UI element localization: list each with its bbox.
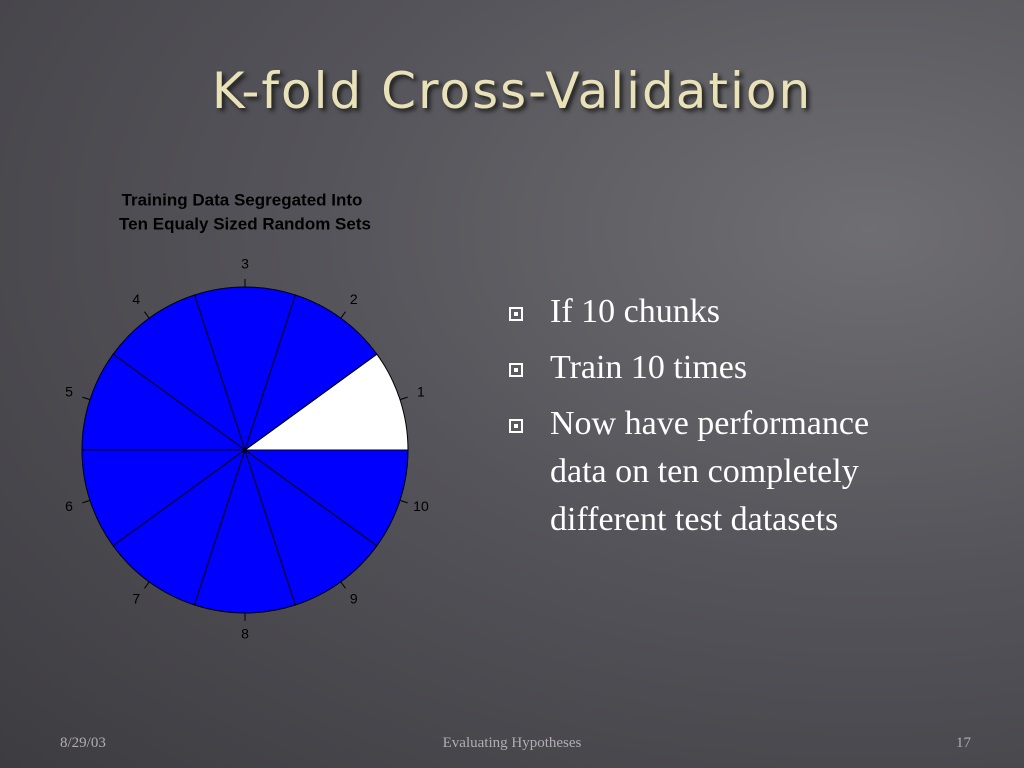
- pie-slice: [112, 294, 246, 452]
- bullet-list: If 10 chunks Train 10 times Now have perfo…: [505, 288, 905, 552]
- pie-slice: [112, 448, 246, 606]
- footer-date: 8/29/03: [60, 735, 106, 751]
- slice-label: 6: [65, 498, 73, 514]
- slide-title: K-fold Cross-Validation: [211, 62, 813, 120]
- chart-title: Ten Equaly Sized Random Sets: [119, 214, 371, 233]
- page-number: 17: [956, 735, 971, 751]
- slice-label: 9: [350, 590, 358, 606]
- bullet-text: Now have performance data on ten complet…: [550, 405, 870, 538]
- bullet-icon: [509, 419, 523, 433]
- label-tick: [340, 581, 346, 589]
- slice-label: 10: [413, 498, 429, 514]
- label-tick: [399, 396, 408, 401]
- bullet-item: Train 10 times: [505, 344, 905, 392]
- label-tick: [82, 499, 91, 504]
- bullet-icon: [509, 307, 523, 321]
- label-tick: [340, 311, 346, 319]
- slice-label: 8: [241, 626, 249, 642]
- bullet-icon: [509, 363, 523, 377]
- label-tick: [82, 396, 91, 401]
- slice-label: 3: [241, 256, 249, 272]
- bullet-item: Now have performance data on ten complet…: [505, 400, 905, 544]
- slice-label: 1: [417, 384, 425, 400]
- pie-slice: [193, 448, 297, 614]
- pie-slice: [193, 286, 297, 452]
- label-tick: [144, 311, 150, 319]
- label-tick: [144, 581, 150, 589]
- slice-label: 4: [132, 291, 140, 307]
- slice-label: 7: [132, 590, 140, 606]
- pie-chart: Training Data Segregated Into Ten Equaly…: [65, 190, 429, 642]
- slice-label: 5: [65, 384, 73, 400]
- slice-label: 2: [350, 291, 358, 307]
- bullet-text: If 10 chunks: [550, 293, 720, 330]
- bullet-text: Train 10 times: [550, 349, 748, 386]
- bullet-item: If 10 chunks: [505, 288, 905, 336]
- label-tick: [399, 499, 408, 504]
- footer-title: Evaluating Hypotheses: [442, 735, 582, 751]
- chart-title: Training Data Segregated Into: [122, 190, 363, 209]
